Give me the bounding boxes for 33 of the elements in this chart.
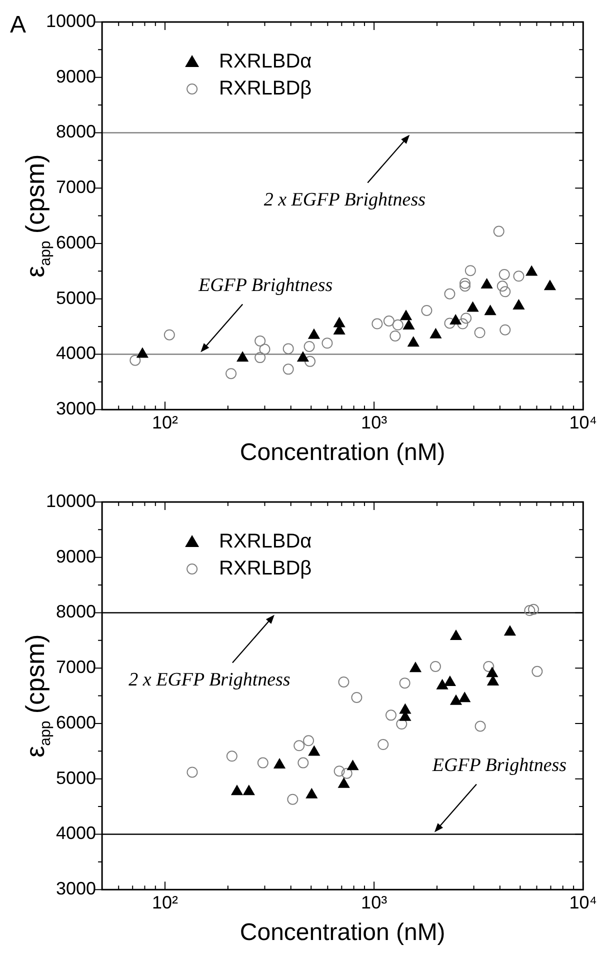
x-axis-title: Concentration (nM) xyxy=(240,919,446,946)
legend-label: RXRLBDα xyxy=(219,530,312,553)
annotation: 2 x EGFP Brightness xyxy=(128,670,290,691)
legend-label: RXRLBDβ xyxy=(219,78,312,100)
y-tick-label: 5000 xyxy=(56,768,96,788)
annotation: EGFP Brightness xyxy=(197,275,333,296)
legend-label: RXRLBDβ xyxy=(219,558,312,580)
y-tick-label: 9000 xyxy=(56,546,96,566)
x-tick-label: 10² xyxy=(152,892,178,912)
x-tick-label: 10³ xyxy=(361,892,388,912)
x-tick-label: 10² xyxy=(152,412,178,432)
y-tick-label: 3000 xyxy=(56,398,96,419)
y-tick-label: 8000 xyxy=(56,602,96,622)
y-tick-label: 10000 xyxy=(46,490,96,511)
x-tick-label: 10⁴ xyxy=(569,892,598,912)
y-tick-label: 8000 xyxy=(56,122,96,142)
y-tick-label: 4000 xyxy=(56,343,96,364)
y-tick-label: 10000 xyxy=(46,10,96,31)
x-tick-label: 10⁴ xyxy=(569,412,598,432)
y-tick-label: 7000 xyxy=(56,657,96,678)
legend-label: RXRLBDα xyxy=(219,50,312,73)
x-tick-label: 10³ xyxy=(361,412,388,432)
text: A xyxy=(10,12,26,39)
y-tick-label: 6000 xyxy=(56,232,96,252)
x-axis-title: Concentration (nM) xyxy=(240,439,446,466)
y-tick-label: 7000 xyxy=(56,177,96,198)
y-tick-label: 9000 xyxy=(56,66,96,86)
y-tick-label: 3000 xyxy=(56,878,96,899)
y-tick-label: 6000 xyxy=(56,712,96,732)
y-tick-label: 5000 xyxy=(56,288,96,308)
y-tick-label: 4000 xyxy=(56,823,96,844)
annotation: EGFP Brightness xyxy=(431,755,567,776)
annotation: 2 x EGFP Brightness xyxy=(264,190,426,211)
